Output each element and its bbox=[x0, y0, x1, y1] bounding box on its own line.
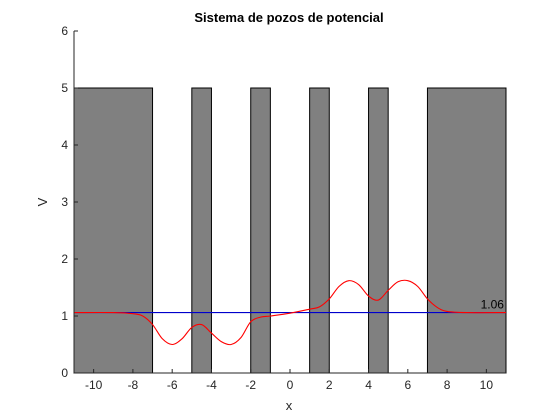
y-axis-label: V bbox=[35, 197, 50, 206]
x-tick-label: 0 bbox=[287, 378, 294, 392]
barrier-3 bbox=[250, 87, 271, 374]
x-tick-label: -10 bbox=[85, 378, 103, 392]
x-tick-label: -8 bbox=[128, 378, 139, 392]
x-tick-label: -2 bbox=[245, 378, 256, 392]
chart-title: Sistema de pozos de potencial bbox=[194, 10, 383, 25]
barriers bbox=[73, 87, 507, 374]
barrier-4 bbox=[309, 87, 330, 374]
y-tick-label: 1 bbox=[61, 309, 68, 323]
y-tick-label: 4 bbox=[61, 138, 68, 152]
x-tick-label: 4 bbox=[365, 378, 372, 392]
y-tick-label: 0 bbox=[61, 366, 68, 380]
y-tick-label: 5 bbox=[61, 81, 68, 95]
x-tick-label: -6 bbox=[167, 378, 178, 392]
series bbox=[73, 279, 507, 346]
x-tick-label: -4 bbox=[206, 378, 217, 392]
y-tick-label: 2 bbox=[61, 252, 68, 266]
x-tick-label: 10 bbox=[480, 378, 494, 392]
y-tick-label: 3 bbox=[61, 195, 68, 209]
x-tick-label: 8 bbox=[444, 378, 451, 392]
wavefunction-line bbox=[73, 279, 507, 346]
energy-value-label: 1.06 bbox=[481, 298, 505, 312]
barrier-5 bbox=[368, 87, 389, 374]
barrier-1 bbox=[73, 87, 154, 374]
ticks: -10 -8 -6 -4 -2 0 2 4 6 8 10 0 1 2 3 4 5 6 bbox=[61, 24, 493, 392]
x-axis-label: x bbox=[286, 398, 293, 413]
x-tick-label: 2 bbox=[326, 378, 333, 392]
barrier-6 bbox=[426, 87, 507, 374]
x-tick-label: 6 bbox=[404, 378, 411, 392]
y-tick-label: 6 bbox=[61, 24, 68, 38]
annotations: 1.06 bbox=[481, 298, 505, 312]
